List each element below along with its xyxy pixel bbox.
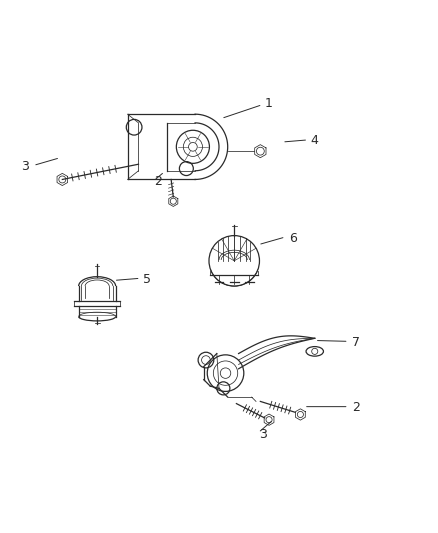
- Text: 2: 2: [154, 175, 162, 188]
- Text: 6: 6: [289, 232, 297, 245]
- Text: 3: 3: [21, 160, 29, 173]
- Text: 4: 4: [311, 134, 319, 147]
- Text: 3: 3: [258, 427, 266, 441]
- Text: 1: 1: [265, 97, 273, 110]
- Text: 7: 7: [352, 336, 360, 349]
- Text: 5: 5: [143, 273, 151, 286]
- Text: 2: 2: [352, 401, 360, 415]
